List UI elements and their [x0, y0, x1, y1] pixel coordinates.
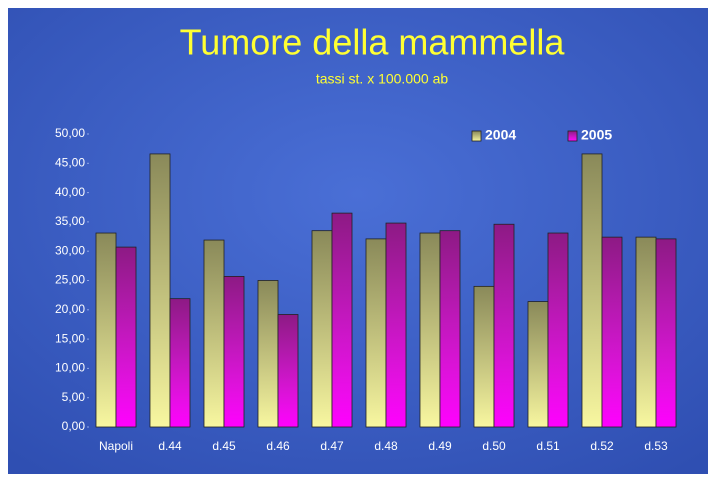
x-tick-label: d.52 — [590, 439, 614, 453]
x-tick-label: d.48 — [374, 439, 398, 453]
bar — [581, 153, 603, 428]
y-tick-label: 40,00 — [55, 185, 85, 199]
x-tick-label: d.51 — [536, 439, 560, 453]
y-tick-label: 0,00 — [62, 419, 86, 433]
bar — [655, 238, 677, 428]
bar — [311, 230, 333, 428]
y-tick-label: 50,00 — [55, 126, 85, 140]
y-tick-label: 30,00 — [55, 243, 85, 257]
legend-label: 2004 — [485, 127, 516, 143]
bar — [527, 301, 549, 428]
y-tick-label: 35,00 — [55, 214, 85, 228]
y-tick-label: 5,00 — [62, 390, 86, 404]
x-tick-label: d.50 — [482, 439, 506, 453]
bar — [419, 232, 441, 428]
x-tick-label: d.47 — [320, 439, 344, 453]
bar — [439, 230, 461, 428]
x-tick-label: d.49 — [428, 439, 452, 453]
y-tick-label: 20,00 — [55, 302, 85, 316]
bar — [277, 314, 299, 428]
x-tick-label: d.46 — [266, 439, 290, 453]
bar — [331, 212, 353, 428]
bar — [365, 238, 387, 428]
bar — [169, 298, 191, 428]
bar — [547, 232, 569, 428]
bar — [203, 239, 225, 428]
x-tick-label: d.44 — [158, 439, 182, 453]
bar — [257, 280, 279, 428]
bar — [223, 275, 245, 428]
bar — [115, 246, 137, 428]
y-tick-label: 15,00 — [55, 331, 85, 345]
bar — [385, 222, 407, 428]
legend-swatch — [471, 130, 482, 142]
bar — [95, 232, 117, 428]
chart-subtitle: tassi st. x 100.000 ab — [316, 71, 449, 87]
legend-swatch — [567, 130, 578, 142]
bar — [493, 223, 515, 428]
y-tick-label: 25,00 — [55, 273, 85, 287]
x-tick-label: d.45 — [212, 439, 236, 453]
bar — [635, 236, 657, 428]
x-tick-label: d.53 — [644, 439, 668, 453]
x-tick-label: Napoli — [99, 439, 133, 453]
bar — [149, 153, 171, 428]
legend-label: 2005 — [581, 127, 612, 143]
y-tick-label: 10,00 — [55, 361, 85, 375]
y-tick-label: 45,00 — [55, 155, 85, 169]
chart-title: Tumore della mammella — [180, 22, 566, 63]
bar — [601, 236, 623, 428]
bar — [473, 285, 495, 428]
